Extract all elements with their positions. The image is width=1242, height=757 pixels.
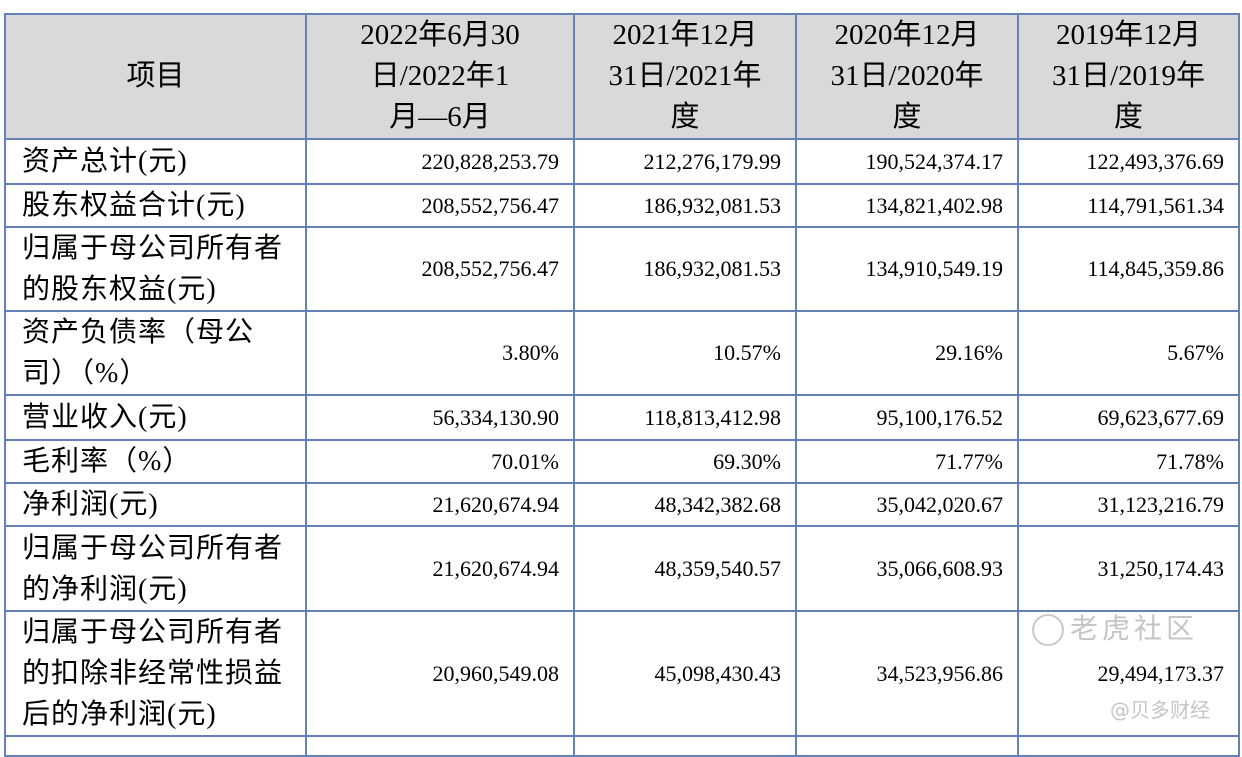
row-label-line: 后的净利润(元)	[22, 699, 217, 730]
header-2019: 2019年12月 31日/2019年度	[1017, 13, 1240, 140]
value-cell: 95,100,176.52	[795, 394, 1019, 441]
row-label-line: 的股东权益(元)	[22, 274, 217, 305]
row-label-line: 的净利润(元)	[22, 573, 188, 605]
value-cell: 29.16%	[795, 310, 1019, 396]
value-cell: 35,042,020.67	[795, 482, 1019, 527]
value-cell: 134,910,549.19	[795, 226, 1019, 312]
value-cell: 45,098,430.43	[573, 610, 797, 737]
header-line: 月—6月	[389, 101, 491, 133]
header-line: 2019年12月	[1055, 19, 1201, 51]
empty-cell	[573, 735, 797, 757]
row-label: 股东权益合计(元)	[4, 183, 307, 228]
row-label: 净利润(元)	[4, 482, 307, 527]
row-label: 归属于母公司所有者 的股东权益(元)	[4, 226, 307, 312]
row-label-line: 净利润(元)	[22, 489, 159, 520]
value-cell: 20,960,549.08	[305, 610, 575, 737]
value-cell: 186,932,081.53	[573, 183, 797, 228]
empty-cell	[1017, 735, 1240, 757]
value-cell: 71.77%	[795, 439, 1019, 484]
value-cell: 118,813,412.98	[573, 394, 797, 441]
header-line: 31日/2020年	[830, 60, 984, 92]
row-label-line: 股东权益合计(元)	[22, 190, 246, 221]
value-cell: 208,552,756.47	[305, 226, 575, 312]
value-cell: 21,620,674.94	[305, 482, 575, 527]
row-label: 归属于母公司所有者 的扣除非经常性损益 后的净利润(元)	[4, 610, 307, 737]
value-cell: 186,932,081.53	[573, 226, 797, 312]
value-cell: 48,359,540.57	[573, 525, 797, 612]
header-item-label: 项目	[126, 60, 185, 92]
header-line: 度	[1113, 101, 1143, 133]
table-row: 股东权益合计(元) 208,552,756.47 186,932,081.53 134…	[4, 183, 1240, 228]
row-label-line: 司）（%）	[22, 358, 149, 389]
table-row: 资产总计(元) 220,828,253.79 212,276,179.99 190,5…	[4, 138, 1240, 185]
header-line: 日/2022年1	[370, 60, 510, 92]
value-cell: 71.78%	[1017, 439, 1240, 484]
row-label-line: 归属于母公司所有者	[22, 532, 284, 564]
row-label-line: 归属于母公司所有者	[22, 233, 284, 264]
value-cell: 5.67%	[1017, 310, 1240, 396]
watermark-logo-icon	[1032, 614, 1064, 646]
value-cell: 190,524,374.17	[795, 138, 1019, 185]
row-label-line: 营业收入(元)	[22, 402, 188, 433]
header-line: 2021年12月	[612, 19, 758, 51]
row-label-line: 归属于母公司所有者	[22, 617, 284, 648]
row-label-line: 资产负债率（母公	[22, 317, 255, 348]
table-row: 营业收入(元) 56,334,130.90 118,813,412.98 95,100…	[4, 394, 1240, 441]
value-cell: 114,791,561.34	[1017, 183, 1240, 228]
value-cell: 114,845,359.86	[1017, 226, 1240, 312]
table-row-partial	[4, 735, 1240, 757]
row-label-line: 毛利率（%）	[22, 446, 192, 477]
table-row: 归属于母公司所有者 的净利润(元) 21,620,674.94 48,359,540.…	[4, 525, 1240, 612]
table-row: 归属于母公司所有者 的扣除非经常性损益 后的净利润(元) 20,960,549.08 4…	[4, 610, 1240, 737]
row-label: 资产负债率（母公 司）（%）	[4, 310, 307, 396]
table-row: 毛利率（%） 70.01% 69.30% 71.77% 71.78%	[4, 439, 1240, 484]
header-line: 31日/2019年	[1051, 60, 1206, 92]
value-cell: 21,620,674.94	[305, 525, 575, 612]
value-cell: 3.80%	[305, 310, 575, 396]
value-cell: 31,250,174.43	[1017, 525, 1240, 612]
value-cell: 10.57%	[573, 310, 797, 396]
header-item: 项目	[4, 13, 307, 140]
header-line: 度	[670, 101, 700, 133]
table-row: 资产负债率（母公 司）（%） 3.80% 10.57% 29.16% 5.67%	[4, 310, 1240, 396]
value-cell: 34,523,956.86	[795, 610, 1019, 737]
header-line: 2020年12月	[834, 19, 980, 51]
value-cell: 70.01%	[305, 439, 575, 484]
value-cell: 69.30%	[573, 439, 797, 484]
value-cell: 134,821,402.98	[795, 183, 1019, 228]
row-label-line: 资产总计(元)	[22, 146, 188, 177]
financial-summary-table: 项目 2022年6月30 日/2022年1 月—6月 2021年12月 31日/202…	[4, 13, 1240, 757]
value-cell: 48,342,382.68	[573, 482, 797, 527]
row-label: 归属于母公司所有者 的净利润(元)	[4, 525, 307, 612]
value-cell: 31,123,216.79	[1017, 482, 1240, 527]
header-2020: 2020年12月 31日/2020年度	[795, 13, 1019, 140]
value-cell: 69,623,677.69	[1017, 394, 1240, 441]
row-label-line: 的扣除非经常性损益	[22, 658, 284, 689]
value-cell: 208,552,756.47	[305, 183, 575, 228]
header-line: 2022年6月30	[360, 19, 520, 51]
table-row: 归属于母公司所有者 的股东权益(元) 208,552,756.47 186,932,0…	[4, 226, 1240, 312]
empty-cell	[4, 735, 307, 757]
header-2022h1: 2022年6月30 日/2022年1 月—6月	[305, 13, 575, 140]
value-cell: 212,276,179.99	[573, 138, 797, 185]
row-label: 毛利率（%）	[4, 439, 307, 484]
empty-cell	[305, 735, 575, 757]
header-2021: 2021年12月 31日/2021年度	[573, 13, 797, 140]
empty-cell	[795, 735, 1019, 757]
row-label: 营业收入(元)	[4, 394, 307, 441]
value-cell: 56,334,130.90	[305, 394, 575, 441]
row-label: 资产总计(元)	[4, 138, 307, 185]
value-cell: 122,493,376.69	[1017, 138, 1240, 185]
header-line: 度	[892, 101, 922, 133]
value-cell: 35,066,608.93	[795, 525, 1019, 612]
value-cell: 220,828,253.79	[305, 138, 575, 185]
header-line: 31日/2021年	[608, 60, 762, 92]
table-row: 净利润(元) 21,620,674.94 48,342,382.68 35,042,0…	[4, 482, 1240, 527]
header-row: 项目 2022年6月30 日/2022年1 月—6月 2021年12月 31日/202…	[4, 13, 1240, 140]
